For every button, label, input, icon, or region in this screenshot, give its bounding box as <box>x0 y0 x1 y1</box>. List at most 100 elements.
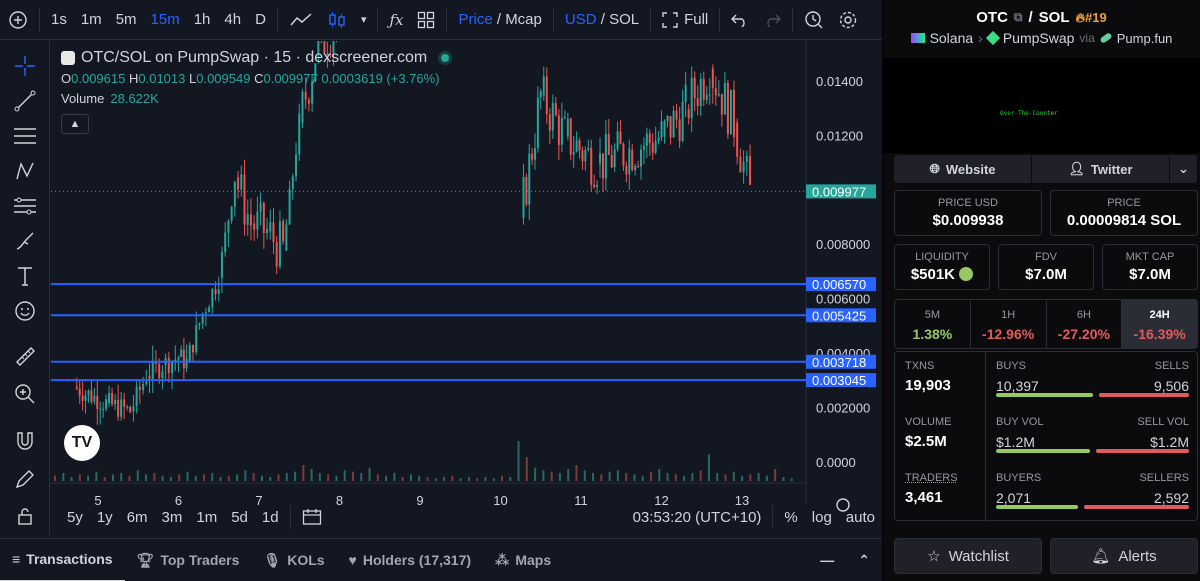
pair-info-panel: OTC ⧉ / SOL 🔥︎#19 Solana › PumpSwap via Pump.fun… <box>882 0 1200 581</box>
forecast-tool[interactable] <box>10 191 40 221</box>
copy-icon[interactable]: ⧉ <box>1013 10 1023 24</box>
gear-icon <box>840 11 857 28</box>
website-button[interactable]: 🌐︎ Website <box>894 155 1032 183</box>
pair-header: OTC ⧉ / SOL 🔥︎#19 Solana › PumpSwap via Pump.fun <box>883 0 1200 58</box>
range-5y[interactable]: 5y <box>67 508 83 526</box>
clock-time[interactable]: 03:53:20 (UTC+10) <box>632 508 762 526</box>
indicators-button[interactable]: ƒx <box>389 10 404 29</box>
tab-kols[interactable]: 🎙︎ KOLs <box>251 539 336 581</box>
range-1d[interactable]: 1d <box>261 508 279 526</box>
auto-toggle[interactable]: auto <box>845 508 875 526</box>
volume-bar <box>757 473 760 481</box>
lock-icon <box>18 508 32 525</box>
divider <box>276 7 278 32</box>
interval-15m[interactable]: 15m <box>150 11 180 28</box>
trendline-tool[interactable] <box>10 86 40 116</box>
lock-drawings-tool[interactable] <box>10 464 40 494</box>
chevron-down-icon[interactable]: ▾ <box>360 14 367 26</box>
lock-icon[interactable] <box>959 267 974 281</box>
dex-link[interactable]: PumpSwap <box>1002 30 1075 46</box>
settings-button[interactable] <box>831 0 865 40</box>
range-1y[interactable]: 1y <box>96 508 113 526</box>
change-1h[interactable]: 1H -12.96% <box>971 300 1047 348</box>
change-24h[interactable]: 24H -16.39% <box>1122 300 1197 348</box>
candle-body <box>99 408 102 410</box>
percent-toggle[interactable]: % <box>784 508 798 526</box>
candle-body <box>132 406 135 412</box>
minimize-button[interactable]: — <box>820 552 835 568</box>
candle-body <box>536 97 539 149</box>
candle-body <box>161 371 164 379</box>
range-3m[interactable]: 3m <box>161 508 183 526</box>
alerts-button[interactable]: 🔔︎ Alerts <box>1050 538 1198 574</box>
interval-1h[interactable]: 1h <box>193 11 211 28</box>
twitter-button[interactable]: 👤︎ Twitter <box>1032 155 1170 183</box>
sliders-icon <box>14 197 36 215</box>
candle-body <box>531 153 534 160</box>
interval-5m[interactable]: 5m <box>115 11 137 28</box>
tab-holders[interactable]: ♥ Holders (17,317) <box>337 539 483 581</box>
tradingview-logo[interactable]: TV <box>64 425 100 461</box>
price-mcap-toggle[interactable]: Price / Mcap <box>458 11 542 28</box>
low-value: 0.009549 <box>196 71 251 86</box>
measure-tool[interactable] <box>10 341 40 371</box>
replay-button[interactable] <box>797 0 831 40</box>
undo-button[interactable] <box>724 0 756 40</box>
candle-body <box>578 140 581 151</box>
candle-body <box>666 116 669 121</box>
goto-date-button[interactable] <box>295 497 329 537</box>
interval-1s[interactable]: 1s <box>51 11 67 28</box>
change-label: 6H <box>1076 309 1091 321</box>
log-toggle[interactable]: log <box>811 508 832 526</box>
tab-top-traders[interactable]: 🏆︎ Top Traders <box>125 539 252 581</box>
change-6h[interactable]: 6H -27.20% <box>1047 300 1123 348</box>
candle-body <box>739 156 742 173</box>
maximize-button[interactable]: ⌃ <box>858 551 870 568</box>
pattern-tool[interactable] <box>10 156 40 186</box>
usd-option[interactable]: USD <box>564 11 597 28</box>
chart-type-line-button[interactable] <box>282 0 320 40</box>
more-links-button[interactable]: ⌄ <box>1170 155 1198 183</box>
volume-bar <box>186 471 189 481</box>
text-tool[interactable] <box>10 261 40 291</box>
launchpad-link[interactable]: Pump.fun <box>1116 30 1173 46</box>
interval-d[interactable]: D <box>255 11 266 28</box>
emoji-tool[interactable] <box>10 296 40 326</box>
add-symbol-button[interactable] <box>0 0 35 40</box>
watchlist-button[interactable]: ☆ Watchlist <box>894 538 1042 574</box>
range-1m[interactable]: 1m <box>196 508 218 526</box>
zoom-tool[interactable] <box>10 379 40 409</box>
magnet-tool[interactable] <box>10 426 40 456</box>
lock-tool[interactable] <box>10 501 40 531</box>
sol-option[interactable]: SOL <box>609 11 640 28</box>
price-chart[interactable]: 0.0000 0.002000 0.004000 0.006000 0.008000 0.… <box>51 41 882 535</box>
candle-body <box>672 110 675 138</box>
currency-toggle[interactable]: USD / SOL <box>564 11 640 28</box>
candle-body <box>102 408 105 410</box>
chain-link[interactable]: Solana <box>929 30 974 46</box>
layout-button[interactable] <box>410 0 442 40</box>
candle-body <box>648 133 651 144</box>
range-6m[interactable]: 6m <box>126 508 148 526</box>
chart-canvas[interactable]: 0.00000.0020000.0040000.0060000.0080000.… <box>51 41 882 535</box>
change-5m[interactable]: 5M 1.38% <box>895 300 971 348</box>
mcap-option[interactable]: Mcap <box>505 11 542 28</box>
volume-bar <box>683 475 686 481</box>
interval-1m[interactable]: 1m <box>80 11 102 28</box>
tab-maps[interactable]: ⁂ Maps <box>483 539 563 581</box>
price-option[interactable]: Price <box>458 11 493 28</box>
volume-bar <box>87 475 90 481</box>
range-5d[interactable]: 5d <box>231 508 248 526</box>
chart-type-candle-button[interactable] <box>320 0 354 40</box>
brush-tool[interactable] <box>10 226 40 256</box>
fib-tool[interactable] <box>10 121 40 151</box>
redo-button[interactable] <box>756 0 788 40</box>
volume-bar <box>459 478 462 481</box>
tab-transactions[interactable]: ≡ Transactions <box>0 539 125 581</box>
fullscreen-button[interactable]: Full <box>655 0 715 40</box>
chart-settings-icon[interactable] <box>836 498 850 512</box>
crosshair-tool[interactable] <box>10 51 40 81</box>
interval-4h[interactable]: 4h <box>224 11 242 28</box>
collapse-legend-button[interactable]: ▲ <box>61 114 89 134</box>
rank-badge[interactable]: 🔥︎#19 <box>1076 10 1107 26</box>
